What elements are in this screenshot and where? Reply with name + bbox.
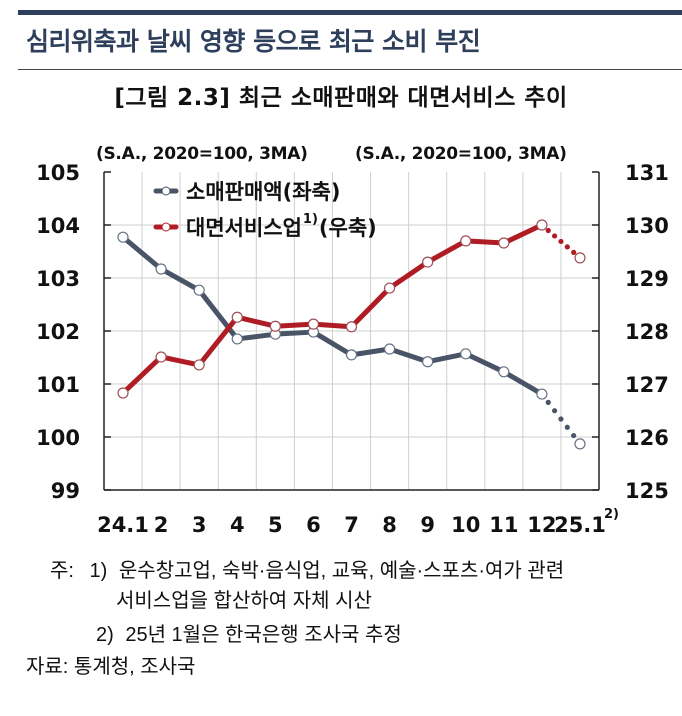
right-axis-unit: (S.A., 2020=100, 3MA) (355, 144, 567, 164)
data-point-marker (383, 343, 396, 355)
series-line-1 (121, 222, 543, 395)
x-tick-label: 3 (192, 513, 207, 537)
data-point-marker (422, 256, 434, 268)
data-point-marker (307, 318, 320, 330)
legend-swatch-marker (161, 186, 171, 196)
legend-label: 소매판매액(좌축) (186, 180, 340, 204)
x-tick-label: 10 (451, 513, 480, 537)
data-point-marker (345, 349, 358, 361)
series-dot (552, 233, 558, 239)
legend-superscript: 1) (303, 212, 318, 227)
series-dot (558, 416, 564, 422)
note-prefix: 주: (50, 560, 74, 582)
data-point-marker (498, 366, 510, 378)
data-point-marker (193, 284, 205, 296)
x-tick-label: 4 (230, 513, 245, 537)
series-dot (564, 244, 570, 250)
left-tick-label: 104 (36, 214, 80, 238)
x-tick-label: 9 (420, 513, 435, 537)
note-1-continued: 서비스업을 합산하여 자체 시산 (116, 590, 372, 612)
right-tick-label: 130 (625, 214, 669, 238)
series-dot (571, 249, 577, 255)
note-2-text: 25년 1월은 한국은행 조사국 추정 (125, 624, 402, 646)
data-point-marker (117, 387, 129, 399)
left-axis-unit: (S.A., 2020=100, 3MA) (96, 144, 308, 164)
data-point-marker (574, 252, 586, 264)
data-point-marker (231, 311, 243, 323)
legend-axis-suffix: (우축) (319, 216, 377, 240)
legend-label: 대면서비스업 (186, 216, 302, 240)
x-tick-label: 8 (382, 513, 397, 537)
left-tick-label: 103 (36, 267, 80, 291)
source-note: 자료: 통계청, 조사국 (26, 656, 196, 678)
right-tick-label: 125 (625, 479, 669, 503)
chart-series (117, 219, 586, 450)
left-tick-label: 102 (36, 320, 80, 344)
left-tick-label: 100 (36, 426, 80, 450)
note-1-number: 1) (89, 560, 108, 582)
series-dot (564, 424, 570, 430)
note-2-number: 2) (96, 624, 114, 646)
section-title: 심리위축과 날씨 영향 등으로 최근 소비 부진 (26, 27, 481, 56)
chart-legend: 소매판매액(좌축) 대면서비스업 1) (우축) (153, 180, 377, 240)
left-tick-label: 101 (36, 373, 80, 397)
series-dot (558, 238, 564, 245)
note-2: 2) 25년 1월은 한국은행 조사국 추정 (96, 620, 402, 650)
x-tick-label: 7 (344, 513, 359, 537)
section-divider (18, 69, 682, 70)
data-point-marker (536, 219, 548, 231)
right-tick-label: 126 (625, 426, 669, 450)
data-point-marker (383, 282, 396, 294)
data-point-marker (574, 438, 586, 450)
data-point-marker (155, 263, 167, 275)
data-point-marker (536, 388, 548, 400)
x-tick-label: 5 (268, 513, 283, 537)
data-point-marker (193, 359, 205, 371)
legend-swatch-marker (161, 222, 171, 232)
right-tick-label: 127 (625, 373, 669, 397)
data-point-marker (460, 235, 472, 247)
right-tick-label: 129 (625, 267, 669, 291)
data-point-marker (269, 320, 281, 332)
data-point-marker (231, 333, 243, 345)
x-tick-label: 12 (527, 513, 556, 537)
x-tick-label: 24.1 (97, 513, 149, 537)
data-point-marker (460, 348, 472, 360)
note-1: 주: 1) 운수창고업, 숙박·음식업, 교육, 예술·스포츠·여가 관련 (50, 556, 564, 586)
data-point-marker (422, 356, 434, 368)
top-rule (18, 10, 682, 15)
right-tick-label: 131 (625, 161, 669, 185)
x-label-superscript: 2) (604, 507, 619, 522)
series-dot (545, 227, 551, 234)
x-tick-label: 11 (489, 513, 518, 537)
series-line-0 (121, 235, 544, 397)
series-dot (545, 399, 551, 405)
figure-title: [그림 2.3] 최근 소매판매와 대면서비스 추이 (114, 85, 568, 111)
data-point-marker (345, 321, 358, 333)
data-point-marker (117, 231, 129, 243)
series-dot (571, 432, 577, 439)
right-tick-label: 128 (625, 320, 669, 344)
series-dot (552, 408, 558, 414)
x-tick-label: 25.1 (554, 513, 606, 537)
x-tick-label: 2 (154, 513, 169, 537)
data-point-marker (498, 237, 510, 249)
data-point-marker (155, 351, 167, 363)
left-tick-label: 99 (51, 479, 80, 503)
note-1-text: 운수창고업, 숙박·음식업, 교육, 예술·스포츠·여가 관련 (118, 560, 565, 582)
left-tick-label: 105 (36, 161, 80, 185)
x-tick-label: 6 (306, 513, 321, 537)
